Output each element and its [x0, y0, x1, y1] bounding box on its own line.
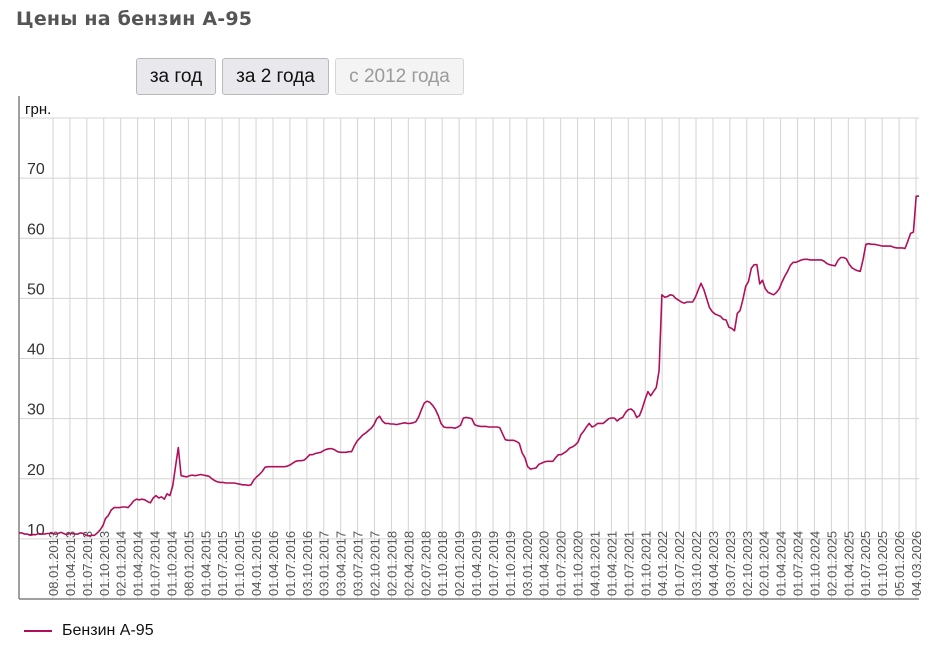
x-tick-label: 02.01.2024: [757, 531, 772, 596]
y-tick-label: 70: [27, 161, 45, 178]
page-title: Цены на бензин А-95: [16, 8, 253, 30]
x-tick-label: 02.01.2019: [452, 531, 467, 596]
x-tick-label: 01.04.2013: [63, 531, 78, 596]
range-1-year-button[interactable]: за год: [136, 58, 216, 95]
x-tick-label: 02.10.2023: [740, 531, 755, 596]
range-2-years-button[interactable]: за 2 года: [222, 58, 329, 95]
y-tick-label: 30: [27, 402, 45, 419]
x-tick-label: 02.04.2018: [401, 531, 416, 596]
x-tick-label: 03.10.2022: [689, 531, 704, 596]
x-tick-label: 03.01.2020: [520, 531, 535, 596]
x-tick-label: 03.10.2016: [300, 531, 315, 596]
x-tick-label: 02.01.2014: [114, 531, 129, 596]
x-tick-label: 01.07.2024: [791, 531, 806, 596]
range-since-2012-button: с 2012 года: [335, 58, 464, 95]
x-tick-label: 03.07.2023: [723, 531, 738, 596]
x-tick-label: 01.07.2016: [283, 531, 298, 596]
y-axis-unit-label: грн.: [25, 101, 51, 118]
x-tick-label: 04.04.2023: [706, 531, 721, 596]
y-tick-label: 10: [27, 522, 45, 539]
x-tick-label: 01.07.2022: [672, 531, 687, 596]
x-tick-label: 04.01.2022: [655, 531, 670, 596]
legend-label: Бензин А-95: [62, 622, 154, 639]
x-tick-label: 02.01.2018: [384, 531, 399, 596]
x-tick-label: 01.04.2015: [198, 531, 213, 596]
x-tick-label: 01.04.2019: [469, 531, 484, 596]
x-tick-label: 01.10.2018: [435, 531, 450, 596]
chart-axes: [18, 96, 919, 600]
x-tick-label: 01.07.2014: [148, 531, 163, 596]
x-tick-label: 05.01.2026: [892, 531, 907, 596]
x-tick-label: 01.04.2020: [537, 531, 552, 596]
x-tick-label: 03.01.2017: [317, 531, 332, 596]
y-tick-label: 20: [27, 462, 45, 479]
y-tick-label: 40: [27, 342, 45, 359]
x-axis-ticks: 08.01.2013 01.04.2013 01.07.2013 01.10.2013…: [46, 531, 924, 596]
legend-swatch: [24, 630, 52, 632]
series-layer: [19, 195, 919, 537]
x-tick-label: 01.07.2019: [486, 531, 501, 596]
x-tick-label: 01.04.2024: [774, 531, 789, 596]
chart-legend[interactable]: Бензин А-95: [24, 622, 154, 640]
x-tick-label: 03.07.2017: [351, 531, 366, 596]
x-tick-label: 02.01.2025: [824, 531, 839, 596]
x-tick-label: 01.10.2014: [164, 531, 179, 596]
x-tick-label: 01.10.2025: [875, 531, 890, 596]
x-tick-label: 08.01.2015: [181, 531, 196, 596]
x-tick-label: 01.10.2020: [571, 531, 586, 596]
x-tick-label: 01.07.2021: [621, 531, 636, 596]
x-tick-label: 01.04.2021: [604, 531, 619, 596]
x-tick-label: 01.04.2025: [841, 531, 856, 596]
chart-grid: [19, 117, 919, 599]
x-tick-label: 01.07.2015: [215, 531, 230, 596]
x-tick-label: 01.10.2019: [503, 531, 518, 596]
x-tick-label: 01.10.2024: [807, 531, 822, 596]
y-tick-label: 50: [27, 281, 45, 298]
x-tick-label: 08.01.2013: [46, 531, 61, 596]
x-tick-label: 01.10.2021: [638, 531, 653, 596]
y-axis-ticks: 10 20 30 40 50 60 70: [27, 161, 45, 539]
x-tick-label: 04.01.2021: [587, 531, 602, 596]
x-tick-label: 01.07.2013: [80, 531, 95, 596]
x-tick-label: 01.04.2014: [131, 531, 146, 596]
x-tick-label: 01.07.2025: [858, 531, 873, 596]
x-tick-label: 01.10.2015: [232, 531, 247, 596]
x-tick-label: 01.04.2016: [266, 531, 281, 596]
x-tick-label: 02.10.2017: [368, 531, 383, 596]
x-tick-label: 01.07.2020: [554, 531, 569, 596]
x-tick-label: 03.04.2017: [334, 531, 349, 596]
x-tick-label: 04.03.2026: [909, 531, 924, 596]
x-tick-label: 01.10.2013: [97, 531, 112, 596]
y-tick-label: 60: [27, 221, 45, 238]
x-tick-label: 04.01.2016: [249, 531, 264, 596]
series-line-benzin-a95[interactable]: [19, 195, 919, 537]
x-tick-label: 02.07.2018: [418, 531, 433, 596]
